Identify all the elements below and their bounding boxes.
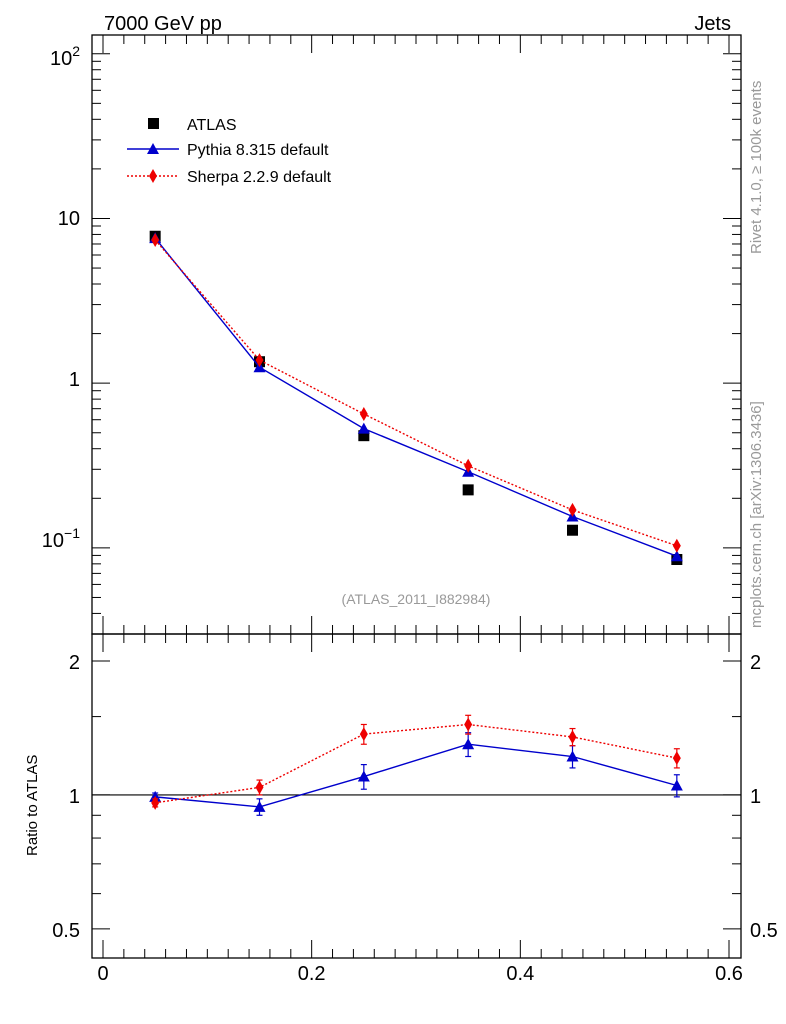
ratio-y-tick-label-right: 1 — [750, 786, 761, 808]
ratio-panel-ticks — [92, 634, 741, 958]
ratio-y-tick-labels: 0.5 0.5 1 1 2 2 — [52, 652, 778, 942]
sherpa-main-point-3 — [464, 458, 473, 473]
x-tick-label: 0.6 — [715, 963, 743, 985]
sherpa-ratio-point-5 — [672, 751, 681, 766]
ratio-panel-series — [149, 714, 683, 816]
y-tick-label-main-1: 10−1 — [42, 525, 80, 552]
y-tick-label-main-2: 1 — [69, 369, 80, 391]
x-tick-label: 0.2 — [298, 963, 326, 985]
pythia-ratio-point-5 — [670, 779, 683, 791]
x-tick-label: 0.4 — [506, 963, 534, 985]
main-y-tick-labels: 10−1 1 10 102 — [42, 43, 80, 552]
analysis-label: (ATLAS_2011_I882984) — [342, 591, 491, 607]
main-panel-ticks — [92, 35, 741, 635]
sherpa-ratio-point-4 — [568, 729, 577, 744]
ratio-y-tick-label-left: 0.5 — [52, 920, 80, 942]
ratio-y-tick-label-right: 2 — [750, 652, 761, 674]
pythia-ratio-point-4 — [566, 750, 579, 762]
legend-atlas-marker — [148, 118, 159, 129]
y-tick-exponent-1: −1 — [64, 525, 80, 541]
ratio-y-tick-label-left: 1 — [69, 786, 80, 808]
pythia-main-line — [154, 237, 678, 557]
sherpa-main-point-5 — [672, 538, 681, 553]
y-tick-label-main-3: 10 — [58, 208, 80, 230]
sherpa-ratio-point-2 — [359, 727, 368, 742]
ratio-y-tick-label-right: 0.5 — [750, 920, 778, 942]
pythia-main-point-2 — [357, 422, 370, 434]
header-left-label: 7000 GeV pp — [104, 13, 222, 35]
y-tick-label-main-4: 102 — [50, 43, 80, 70]
rivet-version-label: Rivet 4.1.0, ≥ 100k events — [748, 81, 765, 254]
pythia-ratio-point-1 — [253, 800, 266, 812]
x-tick-labels: 0 0.2 0.4 0.6 — [97, 963, 742, 985]
legend-sherpa-label: Sherpa 2.2.9 default — [187, 169, 332, 186]
sherpa-main-point-1 — [255, 353, 264, 368]
pythia-ratio-point-3 — [462, 738, 475, 750]
sherpa-main-point-0 — [151, 233, 160, 248]
ratio-panel-frame — [91, 633, 742, 959]
legend-pythia-marker — [147, 143, 159, 154]
sherpa-ratio-point-3 — [464, 717, 473, 732]
sherpa-main-line — [154, 239, 678, 547]
y-tick-exponent-4: 2 — [72, 43, 80, 59]
sherpa-ratio-point-0 — [151, 795, 160, 810]
pythia-ratio-line — [155, 743, 678, 808]
legend-sherpa-marker — [149, 169, 157, 183]
sherpa-ratio-point-1 — [255, 780, 264, 795]
header-right-label: Jets — [694, 13, 731, 35]
ratio-y-axis-label: Ratio to ATLAS — [24, 755, 41, 856]
atlas-main-point-2 — [358, 430, 370, 442]
legend: ATLAS Pythia 8.315 default Sherpa 2.2.9 … — [127, 117, 332, 186]
sherpa-main-point-4 — [568, 502, 577, 517]
atlas-main-point-4 — [567, 524, 578, 536]
x-tick-label: 0 — [97, 963, 108, 985]
legend-pythia-label: Pythia 8.315 default — [187, 142, 329, 159]
main-panel-series — [149, 230, 683, 566]
pythia-main-point-5 — [670, 550, 683, 562]
ratio-y-tick-label-left: 2 — [69, 652, 80, 674]
legend-atlas-label: ATLAS — [187, 117, 237, 134]
sherpa-main-point-2 — [359, 406, 368, 421]
atlas-main-point-3 — [462, 484, 474, 496]
mcplots-reference-label: mcplots.cern.ch [arXiv:1306.3436] — [748, 401, 765, 628]
pythia-ratio-point-2 — [357, 770, 370, 782]
